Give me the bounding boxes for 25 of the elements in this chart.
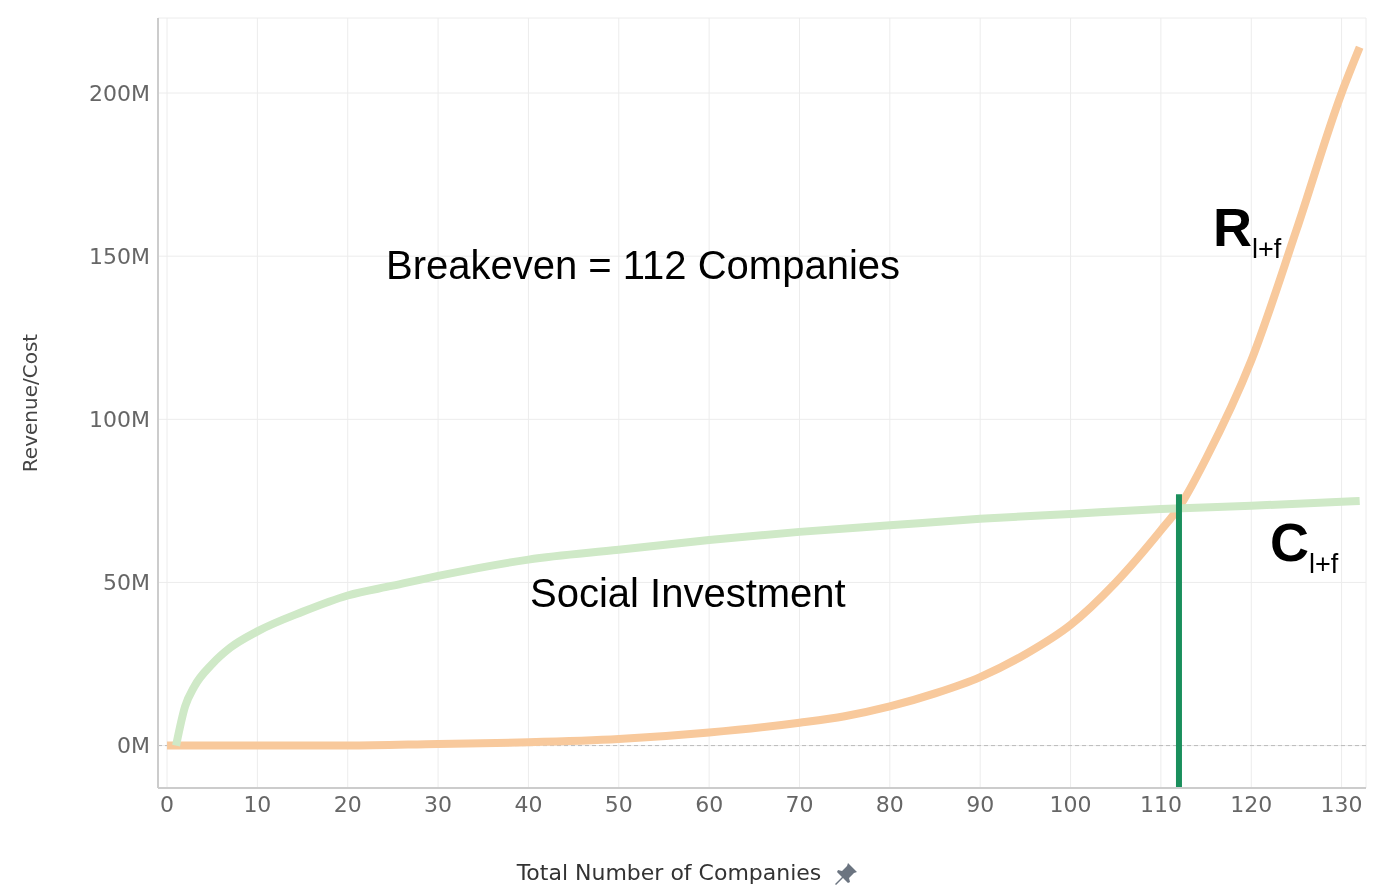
x-tick-label: 70 xyxy=(785,791,814,817)
y-tick-label: 200M xyxy=(89,80,150,106)
annotation: Breakeven = 112 Companies xyxy=(386,243,901,287)
x-tick-label: 40 xyxy=(514,791,543,817)
annotation: C$_{l+f}$ xyxy=(1270,512,1339,580)
x-tick-label: 30 xyxy=(424,791,453,817)
y-tick-label: 100M xyxy=(89,407,150,433)
x-tick-label: 110 xyxy=(1139,791,1182,817)
annotation: R$_{l+f}$ xyxy=(1213,197,1282,265)
x-tick-label: 50 xyxy=(604,791,633,817)
x-tick-label: 60 xyxy=(695,791,724,817)
y-tick-label: 50M xyxy=(103,570,150,596)
y-tick-label: 0M xyxy=(117,733,150,759)
y-axis-title: Revenue/Cost xyxy=(18,333,43,473)
x-tick-label: 10 xyxy=(243,791,272,817)
x-tick-label: 130 xyxy=(1320,791,1363,817)
x-tick-label: 0 xyxy=(160,791,175,817)
y-tick-label: 150M xyxy=(89,243,150,269)
x-tick-label: 80 xyxy=(875,791,904,817)
x-tick-label: 120 xyxy=(1230,791,1273,817)
x-tick-label: 100 xyxy=(1049,791,1092,817)
x-axis-title: Total Number of Companies xyxy=(516,860,822,885)
annotation: Social Investment xyxy=(530,571,846,615)
x-tick-label: 90 xyxy=(966,791,995,817)
x-tick-label: 20 xyxy=(333,791,362,817)
